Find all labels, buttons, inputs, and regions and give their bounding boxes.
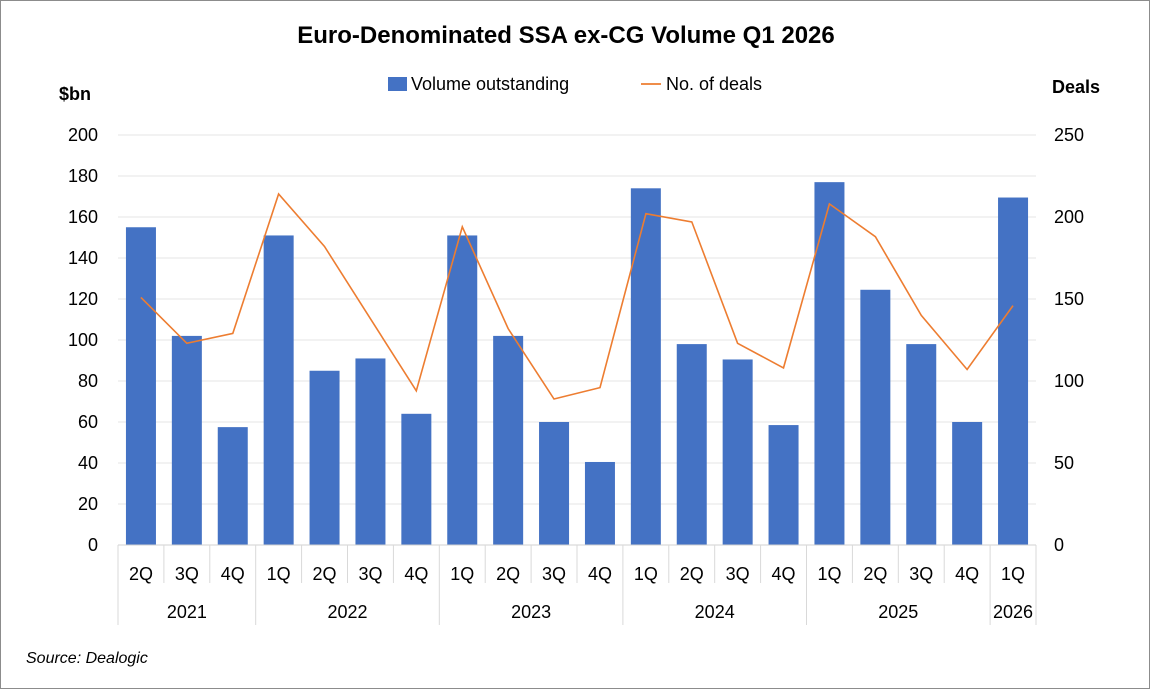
x-year-label: 2023 [511, 602, 551, 622]
y-right-tick-label: 150 [1054, 289, 1084, 309]
x-tick-label: 2Q [680, 564, 704, 584]
source-note: Source: Dealogic [26, 650, 148, 667]
x-tick-label: 3Q [542, 564, 566, 584]
y-left-tick-label: 120 [68, 289, 98, 309]
bar [814, 182, 845, 545]
y-right-tick-label: 250 [1054, 125, 1084, 145]
y-left-tick-label: 140 [68, 248, 98, 268]
legend-bar-swatch [388, 77, 407, 91]
y-left-tick-label: 0 [88, 535, 98, 555]
x-tick-label: 4Q [772, 564, 796, 584]
bar [217, 427, 248, 545]
bar [860, 289, 891, 545]
y-left-tick-label: 40 [78, 453, 98, 473]
line-series [140, 192, 1014, 400]
y-right-tick-label: 0 [1054, 535, 1064, 555]
y-left-tick-label: 60 [78, 412, 98, 432]
x-year-label: 2021 [167, 602, 207, 622]
x-tick-label: 4Q [404, 564, 428, 584]
y-left-tick-label: 160 [68, 207, 98, 227]
y-left-tick-label: 200 [68, 125, 98, 145]
y-right-tick-label: 200 [1054, 207, 1084, 227]
bar [768, 425, 799, 545]
bar [263, 235, 294, 545]
bar [309, 370, 340, 545]
legend-line-label: No. of deals [666, 74, 762, 94]
bar [906, 344, 937, 545]
bar [401, 413, 432, 545]
bar [952, 422, 983, 545]
legend: Volume outstanding No. of deals [388, 74, 762, 94]
bar [125, 227, 156, 545]
x-tick-label: 2Q [863, 564, 887, 584]
x-tick-label: 1Q [634, 564, 658, 584]
x-tick-label: 1Q [450, 564, 474, 584]
chart-title: Euro-Denominated SSA ex-CG Volume Q1 202… [297, 22, 834, 49]
x-tick-label: 2Q [129, 564, 153, 584]
bar-series [125, 182, 1029, 546]
x-tick-label: 4Q [588, 564, 612, 584]
bar [355, 358, 386, 545]
bar [539, 422, 570, 545]
legend-bar-label: Volume outstanding [411, 74, 569, 94]
x-tick-label: 1Q [1001, 564, 1025, 584]
bar [171, 335, 202, 545]
gridlines [118, 134, 1036, 505]
axes: 0 20 40 60 80 100 120 140 160 180 200 0 50 100 150 200 2… [68, 125, 1084, 625]
line-path [140, 192, 1014, 400]
x-year-label: 2024 [695, 602, 735, 622]
bar [630, 188, 661, 546]
x-tick-label: 3Q [175, 564, 199, 584]
bar [493, 335, 524, 545]
x-tick-label: 3Q [726, 564, 750, 584]
bar [447, 235, 478, 545]
bar [676, 344, 707, 545]
bar [584, 461, 615, 545]
x-year-label: 2022 [327, 602, 367, 622]
y-axis-right-label: Deals [1052, 77, 1100, 97]
y-left-tick-label: 20 [78, 494, 98, 514]
bar [998, 197, 1029, 545]
x-tick-label: 1Q [817, 564, 841, 584]
x-tick-label: 2Q [313, 564, 337, 584]
x-tick-label: 3Q [909, 564, 933, 584]
y-axis-left-label: $bn [59, 84, 91, 104]
x-year-label: 2026 [993, 602, 1033, 622]
y-left-tick-label: 80 [78, 371, 98, 391]
y-left-tick-label: 180 [68, 166, 98, 186]
y-left-tick-label: 100 [68, 330, 98, 350]
x-tick-label: 4Q [221, 564, 245, 584]
x-year-label: 2025 [878, 602, 918, 622]
x-tick-label: 1Q [267, 564, 291, 584]
y-right-tick-label: 50 [1054, 453, 1074, 473]
y-right-tick-label: 100 [1054, 371, 1084, 391]
x-tick-label: 2Q [496, 564, 520, 584]
bar [722, 359, 753, 545]
x-tick-label: 4Q [955, 564, 979, 584]
x-tick-label: 3Q [358, 564, 382, 584]
